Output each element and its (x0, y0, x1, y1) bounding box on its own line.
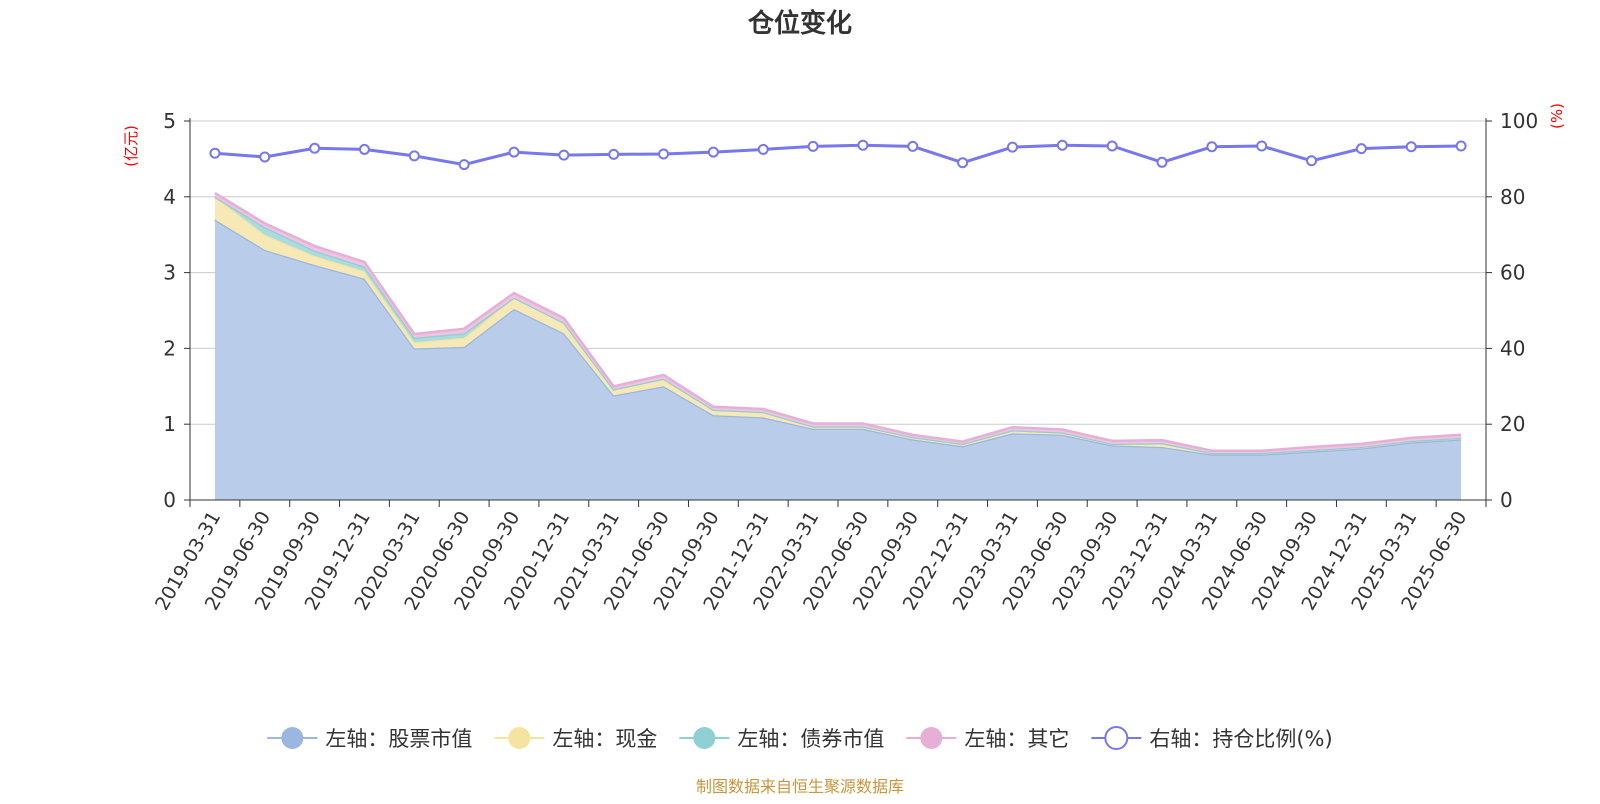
legend: 左轴：股票市值 左轴：现金 左轴：债券市值 左轴：其它 右轴：持仓比例(%) (267, 726, 1333, 751)
legend-marker (693, 727, 716, 749)
ratio-point (1355, 143, 1367, 155)
ratio-point (309, 142, 321, 154)
data-source-footer: 制图数据来自恒生聚源数据库 (696, 777, 904, 796)
right-tick-label: 0 (1500, 488, 1513, 512)
legend-marker (920, 727, 943, 749)
legend-marker (508, 727, 531, 749)
ratio-point (1006, 141, 1018, 153)
legend-marker (1104, 726, 1129, 750)
stacked-areas (214, 191, 1462, 501)
left-tick-label: 0 (163, 488, 176, 512)
ratio-point (907, 140, 919, 152)
ratio-point (209, 147, 221, 159)
left-tick-label: 4 (163, 185, 176, 209)
legend-label: 左轴：现金 (552, 727, 657, 751)
ratio-point (1256, 140, 1268, 152)
ratio-point (707, 146, 719, 158)
ratio-point (508, 146, 520, 158)
right-tick-label: 20 (1500, 412, 1525, 436)
ratio-point (1206, 141, 1218, 153)
legend-label: 左轴：其它 (964, 727, 1069, 751)
ratio-point (857, 139, 869, 151)
legend-label: 右轴：持仓比例(%) (1149, 727, 1332, 751)
ratio-point (1106, 140, 1118, 152)
legend-label: 左轴：股票市值 (325, 727, 472, 751)
ratio-point (1405, 141, 1417, 153)
ratio-line-path (214, 143, 1462, 167)
right-tick-label: 40 (1500, 336, 1525, 360)
ratio-point (558, 149, 570, 161)
ratio-point (1306, 155, 1318, 167)
ratio-point (408, 150, 420, 162)
ratio-point (658, 148, 670, 160)
left-axis-unit: (亿元) (122, 125, 140, 167)
left-tick-label: 1 (163, 412, 176, 436)
legend-label: 左轴：债券市值 (737, 727, 884, 751)
ratio-point (1156, 156, 1168, 168)
ratio-point (358, 143, 370, 155)
chart-title: 仓位变化 (747, 8, 852, 39)
ratio-point (957, 157, 969, 169)
right-axis-unit: (%) (1548, 103, 1566, 129)
ratio-point (1056, 139, 1068, 151)
left-tick-label: 3 (163, 261, 176, 285)
right-tick-label: 100 (1500, 109, 1538, 133)
area-line-3 (214, 191, 1462, 452)
ratio-point (757, 143, 769, 155)
area-0 (214, 219, 1462, 501)
legend-marker (281, 727, 304, 749)
ratio-point (608, 148, 620, 160)
right-tick-label: 80 (1500, 185, 1525, 209)
ratio-point (807, 140, 819, 152)
ratio-point (259, 151, 271, 163)
right-tick-label: 60 (1500, 261, 1525, 285)
holding-ratio-line (209, 139, 1467, 171)
ratio-point (458, 159, 470, 171)
ratio-point (1455, 140, 1467, 152)
left-tick-label: 2 (163, 336, 176, 360)
left-tick-label: 5 (163, 109, 176, 133)
